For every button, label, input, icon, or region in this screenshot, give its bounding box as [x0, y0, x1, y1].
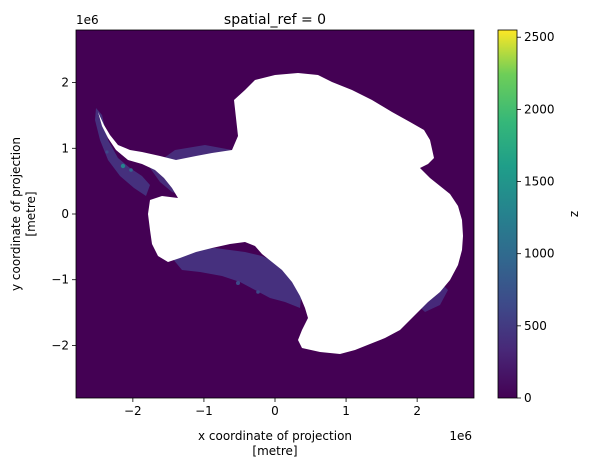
- y-tick-label: 1: [61, 141, 69, 155]
- x-axis: −2 −1 0 1 2: [124, 398, 421, 418]
- y-axis-label: y coordinate of projection: [9, 137, 23, 291]
- ice-rise-spot: [236, 281, 240, 285]
- peninsula-shelf: [95, 108, 150, 196]
- x-tick-label: 0: [271, 404, 279, 418]
- y-tick-label: −1: [51, 273, 69, 287]
- chart-title: spatial_ref = 0: [224, 12, 326, 28]
- ice-rise-spot: [120, 163, 126, 169]
- x-tick-label: −2: [124, 404, 142, 418]
- y-tick-label: 0: [61, 207, 69, 221]
- antarctica-mask: [98, 73, 463, 354]
- colorbar-axis: 0 500 1000 1500 2000 2500: [517, 30, 555, 405]
- colorbar-tick-label: 1500: [524, 175, 555, 189]
- x-tick-label: 1: [342, 404, 350, 418]
- y-axis: −2 −1 0 1 2: [51, 76, 76, 352]
- y-tick-label: −2: [51, 338, 69, 352]
- colorbar-tick-label: 1000: [524, 247, 555, 261]
- colorbar-tick-label: 2000: [524, 102, 555, 116]
- colorbar-tick-label: 2500: [524, 30, 555, 44]
- colorbar-tick-label: 500: [524, 319, 547, 333]
- y-axis-label-unit: [metre]: [24, 191, 38, 236]
- x-tick-label: 2: [413, 404, 421, 418]
- x-offset-label: 1e6: [449, 429, 472, 443]
- colorbar-tick-label: 0: [524, 391, 532, 405]
- x-tick-label: −1: [195, 404, 213, 418]
- y-offset-label: 1e6: [76, 13, 99, 27]
- colorbar-label: z: [567, 211, 581, 217]
- x-axis-label: x coordinate of projection: [198, 429, 352, 443]
- weddell-sea-shelf: [172, 248, 302, 308]
- ice-rise-spot: [256, 290, 260, 294]
- ice-rise-spot: [129, 168, 133, 172]
- ice-rise-spot: [105, 150, 109, 154]
- y-tick-label: 2: [61, 76, 69, 90]
- colorbar: [497, 29, 518, 399]
- x-axis-label-unit: [metre]: [252, 444, 297, 458]
